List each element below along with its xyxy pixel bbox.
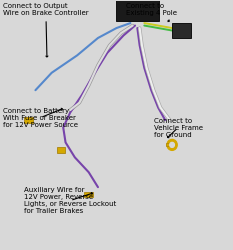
FancyBboxPatch shape [172, 22, 191, 38]
Circle shape [170, 142, 175, 147]
FancyBboxPatch shape [166, 144, 171, 146]
FancyBboxPatch shape [24, 117, 33, 123]
Text: Connect to
Existing 4 Pole: Connect to Existing 4 Pole [126, 3, 177, 22]
FancyBboxPatch shape [84, 192, 93, 197]
Text: Connect to Output
Wire on Brake Controller: Connect to Output Wire on Brake Controll… [3, 3, 89, 57]
FancyBboxPatch shape [57, 147, 65, 152]
Text: Connect to
Vehicle Frame
for Ground: Connect to Vehicle Frame for Ground [154, 118, 202, 138]
Text: Connect to Battery
With Fuse or Breaker
for 12V Power Source: Connect to Battery With Fuse or Breaker … [3, 108, 78, 128]
FancyBboxPatch shape [116, 0, 159, 21]
Text: Auxiliary Wire for
12V Power, Reverse
Lights, or Reverse Lockout
for Trailer Bra: Auxiliary Wire for 12V Power, Reverse Li… [24, 187, 116, 214]
Circle shape [167, 140, 177, 150]
